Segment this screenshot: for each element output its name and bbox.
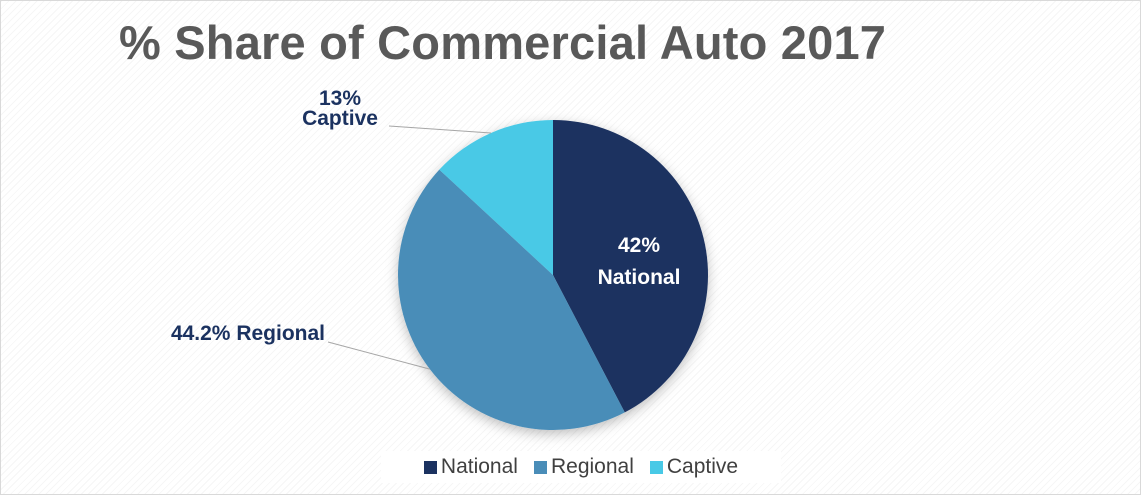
legend-swatch-captive — [649, 460, 663, 474]
data-label-captive-pct: 13% — [319, 87, 361, 110]
leader-lines — [327, 125, 492, 370]
legend-swatch-regional — [533, 460, 547, 474]
chart-title: % Share of Commercial Auto 2017 — [119, 16, 887, 69]
leader-line-regional — [327, 341, 430, 370]
pie-slice-captive — [439, 120, 553, 275]
legend-item-captive: Captive — [649, 455, 739, 479]
legend-item-national: National — [423, 455, 518, 479]
data-label-national-name: National — [598, 266, 681, 289]
legend-label-national: National — [440, 455, 518, 478]
slice-labels: 42% National 44.2% Regional 13%Captive — [171, 87, 680, 345]
legend: National Regional Captive — [381, 451, 781, 483]
pie-slices — [398, 120, 708, 430]
legend-label-captive: Captive — [666, 455, 739, 478]
data-label-regional: 44.2% Regional — [171, 322, 325, 345]
leader-line-captive — [388, 125, 492, 134]
legend-swatch-national — [423, 460, 437, 474]
legend-item-regional: Regional — [533, 455, 634, 479]
pie-slice-regional — [398, 169, 625, 430]
data-label-national-pct: 42% — [618, 234, 660, 257]
pie-slice-national — [553, 120, 708, 413]
data-label-captive-name: Captive — [302, 107, 378, 130]
legend-label-regional: Regional — [550, 455, 634, 478]
